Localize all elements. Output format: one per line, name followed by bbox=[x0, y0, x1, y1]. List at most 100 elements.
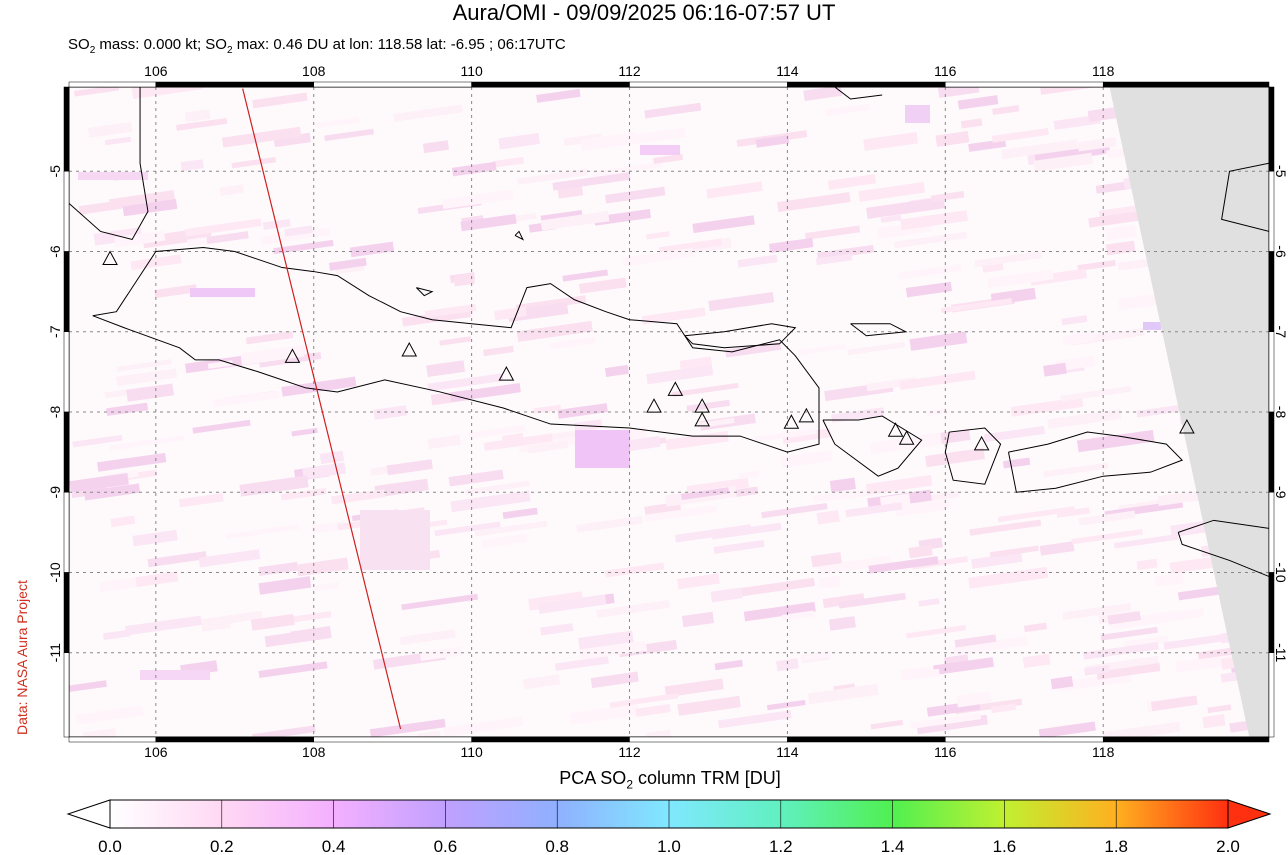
triangle-icon bbox=[401, 341, 418, 357]
swath-pixel bbox=[427, 434, 461, 450]
triangle-icon bbox=[646, 398, 662, 413]
so2-pixel-swaths bbox=[69, 87, 1269, 737]
swath-pixel bbox=[579, 277, 627, 294]
swath-pixel bbox=[280, 487, 327, 501]
swath-pixel bbox=[109, 434, 186, 451]
triangle-icon bbox=[898, 430, 915, 445]
swath-pixel bbox=[710, 587, 743, 603]
swath-pixel bbox=[971, 552, 1023, 569]
swath-pixel bbox=[132, 529, 178, 547]
swath-pixel bbox=[1136, 558, 1158, 571]
swath-pixel bbox=[811, 551, 842, 568]
swath-pixel bbox=[1040, 87, 1105, 95]
swath-pixel bbox=[983, 425, 1046, 443]
swath-pixel bbox=[190, 288, 255, 297]
swath-pixel bbox=[1077, 136, 1117, 152]
swath-pixel bbox=[73, 87, 120, 97]
swath-pixel bbox=[483, 433, 553, 451]
swath-pixel bbox=[124, 615, 202, 636]
swath-pixel bbox=[908, 544, 933, 559]
frame-bar-right bbox=[1268, 411, 1275, 493]
swath-pixel bbox=[324, 128, 374, 142]
frame-bar-right bbox=[1268, 251, 1275, 333]
frame-bar-bottom bbox=[155, 736, 314, 743]
swath-pixel bbox=[296, 557, 349, 577]
lat-tick-label-left: -7 bbox=[47, 325, 63, 338]
swath-pixel bbox=[1083, 641, 1159, 660]
swath-pixel bbox=[313, 581, 340, 592]
colorbar-title: PCA SO2 column TRM [DU] bbox=[559, 768, 781, 792]
frame-bar-right bbox=[1268, 86, 1275, 172]
swath-pixel bbox=[644, 102, 702, 119]
swath-pixel bbox=[552, 172, 631, 191]
lat-tick-label-right: -8 bbox=[1273, 406, 1288, 419]
swath-pixel bbox=[645, 504, 718, 523]
colorbar-tick-label: 2.0 bbox=[1216, 837, 1240, 855]
swath-pixel bbox=[733, 486, 759, 498]
swath-pixel bbox=[824, 103, 871, 117]
swath-pixel bbox=[522, 674, 561, 690]
swath-pixel bbox=[622, 248, 694, 267]
swath-pixel bbox=[250, 613, 295, 631]
swath-pixel bbox=[681, 487, 730, 501]
swath-pixel bbox=[754, 428, 817, 443]
frame-bar-left bbox=[63, 86, 70, 172]
frame-bar-bottom bbox=[471, 736, 630, 743]
swath-pixel bbox=[925, 447, 985, 468]
axis-tick-labels: 106 106 108 108 110 110 112 112 114 114 116 116 118 1… bbox=[47, 63, 1288, 760]
swath-pixel bbox=[192, 419, 251, 434]
swath-pixel bbox=[992, 105, 1020, 115]
swath-pixel bbox=[1033, 152, 1094, 172]
swath-pixel bbox=[858, 181, 926, 202]
frame-bar-right bbox=[1268, 652, 1275, 738]
swath-pixel bbox=[231, 156, 277, 169]
swath-pixel bbox=[131, 87, 203, 100]
swath-pixel bbox=[1061, 315, 1088, 326]
swath-pixel bbox=[714, 659, 743, 671]
swath-pixel bbox=[911, 556, 969, 570]
swath-pixel bbox=[573, 419, 603, 432]
colorbar-tick-label: 1.8 bbox=[1104, 837, 1128, 855]
swath-pixel bbox=[273, 239, 334, 255]
swath-pixel bbox=[822, 593, 865, 609]
swath-pixel bbox=[507, 302, 569, 323]
swath-pixel bbox=[604, 364, 629, 377]
triangle-icon bbox=[694, 411, 710, 427]
swath-pixel bbox=[1023, 622, 1048, 633]
swath-pixel bbox=[451, 161, 497, 177]
swath-pixel bbox=[1175, 608, 1205, 621]
triangle-icon bbox=[887, 422, 904, 437]
swath-pixel bbox=[1175, 651, 1250, 674]
swath-pixel bbox=[956, 690, 992, 708]
swath-pixel bbox=[78, 200, 122, 215]
swath-pixel bbox=[245, 331, 294, 345]
swath-pixel bbox=[1100, 626, 1158, 641]
swath-pixel bbox=[442, 189, 514, 210]
swath-pixel bbox=[578, 630, 634, 650]
lon-tick-label-top: 118 bbox=[1092, 63, 1115, 79]
swath-pixel bbox=[122, 198, 178, 217]
frame-bar-bottom bbox=[68, 736, 157, 743]
swath-pixel bbox=[206, 231, 249, 245]
swath-pixel bbox=[549, 336, 596, 350]
frame-bar-top bbox=[471, 81, 630, 88]
swath-pixel bbox=[284, 611, 332, 624]
swath-pixel bbox=[766, 699, 806, 711]
swath-pixel bbox=[900, 210, 969, 231]
swath-pixel bbox=[605, 562, 665, 578]
swath-pixel bbox=[75, 705, 144, 725]
frame-bar-bottom bbox=[629, 736, 788, 743]
map-subtitle: SO2 mass: 0.000 kt; SO2 max: 0.46 DU at … bbox=[68, 36, 566, 56]
swath-pixel bbox=[802, 652, 830, 662]
swath-pixel bbox=[870, 719, 904, 730]
frame-bar-top bbox=[155, 81, 314, 88]
frame-bar-bottom bbox=[787, 736, 946, 743]
lat-tick-label-left: -9 bbox=[47, 486, 63, 499]
swath-pixel bbox=[302, 462, 346, 480]
swath-pixel bbox=[494, 306, 528, 321]
swath-pixel bbox=[386, 459, 433, 476]
swath-pixel bbox=[439, 336, 472, 346]
swath-pixel bbox=[1077, 259, 1116, 272]
swath-pixel bbox=[937, 87, 980, 99]
triangle-icon bbox=[667, 381, 684, 396]
